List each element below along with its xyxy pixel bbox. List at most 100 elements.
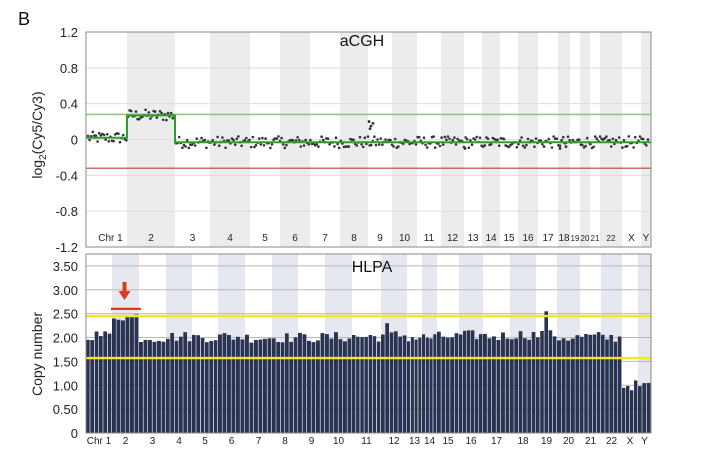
hlpa-bar	[157, 340, 161, 433]
acgh-point	[118, 140, 122, 144]
acgh-point	[107, 140, 111, 143]
acgh-chromosome-label: 9	[377, 233, 383, 244]
hlpa-bar	[467, 330, 471, 433]
hlpa-bar	[161, 341, 166, 433]
acgh-point	[633, 135, 637, 139]
acgh-point	[379, 137, 383, 140]
acgh-point	[253, 145, 256, 149]
hlpa-bar	[642, 383, 646, 433]
acgh-point	[645, 144, 648, 147]
hlpa-bar	[544, 311, 548, 433]
hlpa-bar	[483, 333, 487, 433]
hlpa-bar	[433, 334, 437, 433]
acgh-point	[165, 118, 168, 122]
acgh-point	[369, 143, 373, 147]
acgh-point	[264, 137, 267, 140]
hlpa-bar	[531, 332, 536, 433]
acgh-point	[417, 135, 421, 139]
acgh-y-ticks: 1.2 0.8 0.4 0 -0.4 -0.8 -1.2	[56, 25, 78, 255]
hlpa-y-tick-label: 1.50	[53, 354, 78, 369]
acgh-point	[235, 137, 239, 141]
acgh-point	[440, 136, 443, 139]
hlpa-chromosome-label: 17	[491, 436, 503, 447]
acgh-point	[262, 144, 266, 147]
hlpa-chromosome-label: 22	[606, 436, 618, 447]
acgh-point	[456, 137, 459, 141]
hlpa-bar	[584, 334, 588, 433]
acgh-point	[243, 138, 247, 142]
acgh-point	[315, 142, 319, 146]
acgh-point	[414, 143, 418, 146]
hlpa-bar	[307, 340, 311, 433]
hlpa-bar	[394, 331, 398, 433]
hlpa-bar	[613, 341, 618, 433]
hlpa-bar	[454, 333, 459, 433]
hlpa-bar	[170, 333, 174, 433]
hlpa-bar	[540, 331, 544, 433]
acgh-point	[269, 146, 272, 150]
hlpa-bar	[218, 334, 222, 433]
acgh-point	[622, 138, 626, 142]
acgh-point	[297, 138, 301, 142]
acgh-point	[593, 135, 597, 138]
acgh-point	[515, 146, 519, 149]
acgh-chromosome-label: 5	[262, 233, 268, 244]
hlpa-bar	[638, 386, 642, 433]
acgh-point	[617, 136, 621, 139]
acgh-point	[517, 142, 520, 146]
hlpa-bar	[183, 332, 187, 433]
acgh-point	[291, 138, 295, 142]
acgh-point	[336, 142, 339, 146]
hlpa-bar	[364, 336, 368, 433]
acgh-point	[280, 136, 283, 140]
hlpa-bar	[231, 339, 236, 433]
hlpa-chromosome-label: 20	[563, 436, 575, 447]
acgh-point	[257, 137, 261, 140]
acgh-ylabel-sub: 2	[38, 154, 49, 160]
hlpa-y-tick-label: 2.00	[53, 331, 78, 346]
acgh-point	[254, 143, 258, 147]
acgh-point	[249, 145, 253, 149]
acgh-point	[646, 138, 650, 141]
acgh-point	[361, 145, 365, 149]
acgh-point	[149, 117, 152, 120]
acgh-chromosome-label: Y	[643, 233, 650, 244]
hlpa-bar	[398, 336, 402, 433]
acgh-title: aCGH	[340, 33, 384, 50]
acgh-point	[443, 135, 447, 139]
acgh-point	[184, 145, 187, 148]
acgh-point	[112, 139, 115, 143]
hlpa-bar	[609, 335, 613, 433]
hlpa-bar	[356, 336, 360, 433]
hlpa-bar	[570, 338, 575, 433]
acgh-point	[281, 143, 285, 146]
hlpa-bar	[566, 340, 571, 433]
acgh-point	[367, 120, 371, 123]
acgh-point	[397, 145, 400, 148]
hlpa-bar	[381, 334, 385, 433]
acgh-point	[216, 135, 219, 139]
acgh-chromosome-label: 8	[351, 233, 357, 244]
hlpa-bar	[134, 314, 139, 433]
acgh-chromosome-label: 3	[190, 233, 196, 244]
acgh-point	[125, 139, 128, 142]
acgh-point	[221, 136, 224, 139]
acgh-point	[334, 136, 338, 139]
acgh-point	[424, 143, 427, 147]
hlpa-bar	[311, 342, 316, 433]
acgh-chromosome-label: 4	[227, 233, 233, 244]
acgh-point	[589, 142, 592, 146]
hlpa-bar	[596, 332, 601, 433]
hlpa-bars	[86, 311, 651, 433]
acgh-point	[337, 146, 341, 150]
acgh-point	[352, 138, 355, 142]
acgh-point	[446, 135, 450, 138]
acgh-point	[571, 138, 575, 142]
acgh-point	[365, 142, 368, 146]
acgh-point	[185, 138, 189, 142]
acgh-point	[261, 136, 264, 140]
hlpa-bar	[329, 338, 334, 433]
acgh-point	[353, 142, 357, 146]
acgh-point	[355, 144, 359, 147]
hlpa-bar	[90, 340, 94, 433]
